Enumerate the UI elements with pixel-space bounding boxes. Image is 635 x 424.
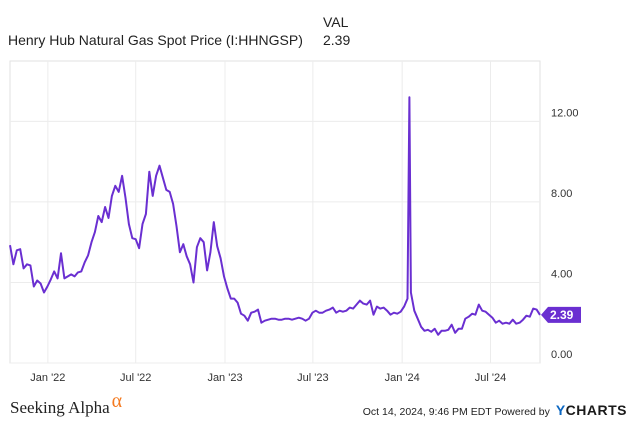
x-tick-label: Jan '23 [207,372,242,384]
alpha-symbol: α [111,390,123,412]
x-tick-label: Jul '23 [297,372,328,384]
last-value-badge [541,306,581,323]
price-series-line[interactable] [9,96,541,336]
legend-series-value: 2.39 [323,32,351,48]
y-tick-label: 0.00 [551,349,572,361]
y-gridlines [10,120,540,364]
y-tick-label: 8.00 [551,188,572,200]
timestamp-text: Oct 14, 2024, 9:46 PM EDT Powered by [362,406,550,418]
x-tick-label: Jan '22 [30,372,65,384]
y-tick-label: 4.00 [551,268,572,280]
x-axis: Jan '22 Jul '22 Jan '23 Jul '23 Jan '24 Jul '… [30,372,506,384]
y-tick-label: 12.00 [551,107,579,119]
legend-series-name[interactable]: Henry Hub Natural Gas Spot Price (I:HHNG… [8,32,303,48]
x-gridlines [47,61,491,363]
ycharts-logo[interactable]: YCHARTS [556,402,627,418]
ycharts-y: Y [555,402,566,418]
last-value-label: 2.39 [550,308,574,322]
last-value-marker: 2.39 [541,306,581,323]
footer-attribution: Oct 14, 2024, 9:46 PM EDT Powered by YCH… [363,402,627,418]
ycharts-wordmark: CHARTS [565,402,627,418]
x-tick-label: Jul '22 [120,372,151,384]
y-axis: 0.00 4.00 8.00 12.00 [551,107,579,361]
seeking-alpha-logo: Seeking Alpha α [10,390,122,419]
x-tick-label: Jan '24 [385,372,420,384]
seeking-alpha-wordmark: Seeking Alpha [10,398,110,417]
x-tick-label: Jul '24 [475,372,506,384]
legend-row[interactable]: Henry Hub Natural Gas Spot Price (I:HHNG… [8,32,368,50]
legend-header: VAL [323,14,349,30]
